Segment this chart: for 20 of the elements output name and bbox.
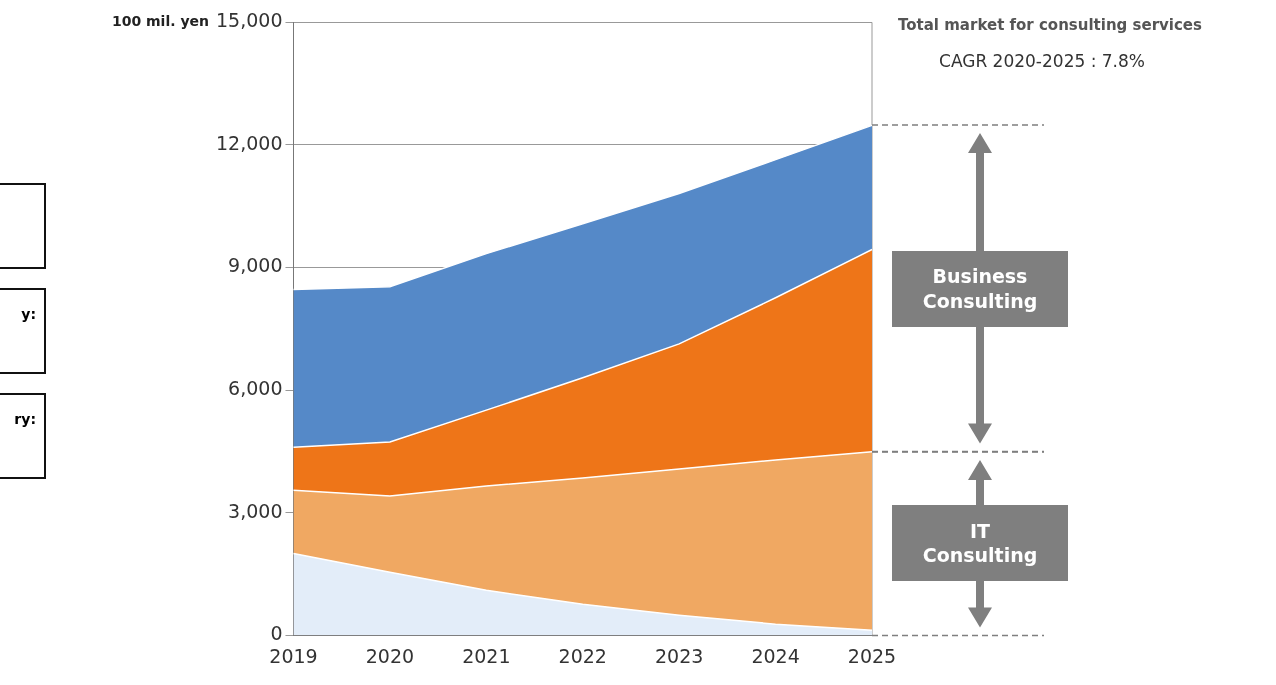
y-tick-label: 6,000: [228, 377, 283, 400]
x-tick-label: 2021: [462, 644, 511, 667]
x-tick-label: 2022: [558, 644, 607, 667]
x-tick-label: 2020: [365, 644, 415, 667]
text-box: ry:: [0, 393, 46, 479]
x-tick-label: 2024: [751, 644, 800, 667]
x-tick-label: 2025: [847, 644, 897, 667]
text: IT Consulting: [922, 518, 1038, 569]
y-tick-label: 15,000: [216, 9, 283, 32]
text: Total market for consulting services: [898, 16, 1203, 35]
text: Business Consulting: [922, 263, 1038, 314]
y-tick-label: 3,000: [228, 499, 283, 522]
y-tick-label: 9,000: [228, 254, 283, 277]
y-tick-label: 0: [270, 622, 283, 645]
x-tick-label: 2019: [269, 644, 318, 667]
y-tick-label: 12,000: [216, 131, 283, 154]
x-tick-label: 2023: [654, 644, 704, 667]
text-box: y:: [0, 288, 46, 374]
y-axis-title: 100 mil. yen: [111, 13, 209, 30]
text: CAGR 2020-2025 : 7.8%: [939, 50, 1145, 71]
